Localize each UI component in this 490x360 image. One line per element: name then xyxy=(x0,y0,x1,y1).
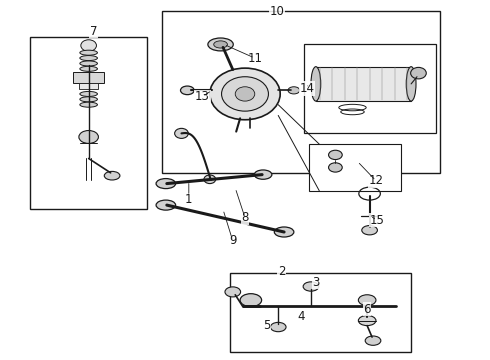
Ellipse shape xyxy=(156,200,175,210)
Ellipse shape xyxy=(254,170,272,179)
Ellipse shape xyxy=(225,287,241,297)
Ellipse shape xyxy=(80,50,98,55)
Ellipse shape xyxy=(180,86,194,95)
Ellipse shape xyxy=(235,87,255,101)
Bar xyxy=(304,44,436,134)
Ellipse shape xyxy=(174,129,188,138)
Ellipse shape xyxy=(104,171,120,180)
Text: 2: 2 xyxy=(278,265,285,278)
Ellipse shape xyxy=(240,294,262,307)
Ellipse shape xyxy=(411,67,426,79)
Ellipse shape xyxy=(210,68,280,120)
Ellipse shape xyxy=(362,226,377,235)
Bar xyxy=(162,12,441,173)
Ellipse shape xyxy=(358,316,376,325)
Text: 7: 7 xyxy=(90,25,98,38)
Text: 10: 10 xyxy=(270,5,284,18)
Text: 3: 3 xyxy=(312,276,319,289)
Text: 15: 15 xyxy=(369,214,384,227)
Ellipse shape xyxy=(311,67,321,101)
Text: 12: 12 xyxy=(368,174,384,187)
Text: 1: 1 xyxy=(185,193,193,206)
Ellipse shape xyxy=(80,55,98,60)
Bar xyxy=(73,72,104,83)
Bar xyxy=(309,144,401,191)
Text: 11: 11 xyxy=(247,51,262,64)
Ellipse shape xyxy=(365,336,381,345)
Ellipse shape xyxy=(156,179,175,189)
Bar xyxy=(30,37,147,209)
Text: 13: 13 xyxy=(195,90,210,103)
Ellipse shape xyxy=(80,97,98,102)
Ellipse shape xyxy=(79,131,98,143)
Ellipse shape xyxy=(303,282,319,291)
Text: 6: 6 xyxy=(364,303,371,316)
Bar xyxy=(230,273,411,352)
Ellipse shape xyxy=(80,91,98,96)
Ellipse shape xyxy=(221,77,269,111)
Text: 14: 14 xyxy=(299,82,315,95)
Ellipse shape xyxy=(358,295,376,306)
Ellipse shape xyxy=(80,102,98,107)
Ellipse shape xyxy=(406,67,416,101)
Bar xyxy=(316,67,411,101)
Ellipse shape xyxy=(80,66,98,71)
Text: 8: 8 xyxy=(241,211,249,224)
Ellipse shape xyxy=(214,41,227,48)
Ellipse shape xyxy=(288,87,300,94)
Ellipse shape xyxy=(270,322,286,332)
Ellipse shape xyxy=(204,175,216,184)
Ellipse shape xyxy=(80,61,98,66)
Text: 4: 4 xyxy=(297,310,305,324)
Text: 9: 9 xyxy=(229,234,237,247)
Ellipse shape xyxy=(208,38,233,51)
Ellipse shape xyxy=(274,227,294,237)
Text: 5: 5 xyxy=(263,319,270,332)
Ellipse shape xyxy=(329,150,342,159)
Ellipse shape xyxy=(81,40,97,51)
Bar xyxy=(79,83,98,89)
Ellipse shape xyxy=(329,163,342,172)
